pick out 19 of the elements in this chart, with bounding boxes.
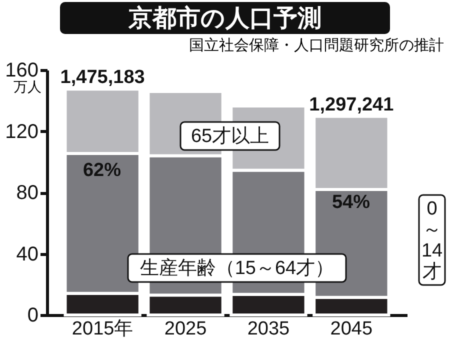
y-tick-label: 40 <box>16 243 38 266</box>
series-label: 0～14才 <box>421 198 443 282</box>
x-tick-label: 2025 <box>164 318 207 340</box>
x-tick-label: 2035 <box>247 318 290 340</box>
annotation: 1,475,183 <box>60 67 145 88</box>
annotation: 54% <box>332 192 370 213</box>
y-tick-label: 120 <box>5 120 38 143</box>
chart-subtitle: 国立社会保障・人口問題研究所の推計 <box>188 35 445 56</box>
text: 62% <box>82 160 122 181</box>
annotation: 1,297,241 <box>309 94 394 116</box>
series-label: 生産年齢（15～64才） <box>140 257 334 279</box>
y-tick-label: 160 <box>5 60 38 82</box>
series-label: 65才以上 <box>190 126 270 147</box>
y-axis-title: 万人 <box>14 78 42 94</box>
chart-title: 京都市の人口予測 <box>60 2 390 34</box>
y-tick-label: 0 <box>27 304 38 326</box>
y-tick-label: 80 <box>16 182 38 204</box>
x-tick-label: 2015年 <box>72 318 134 340</box>
x-tick-label: 2045 <box>330 318 373 340</box>
